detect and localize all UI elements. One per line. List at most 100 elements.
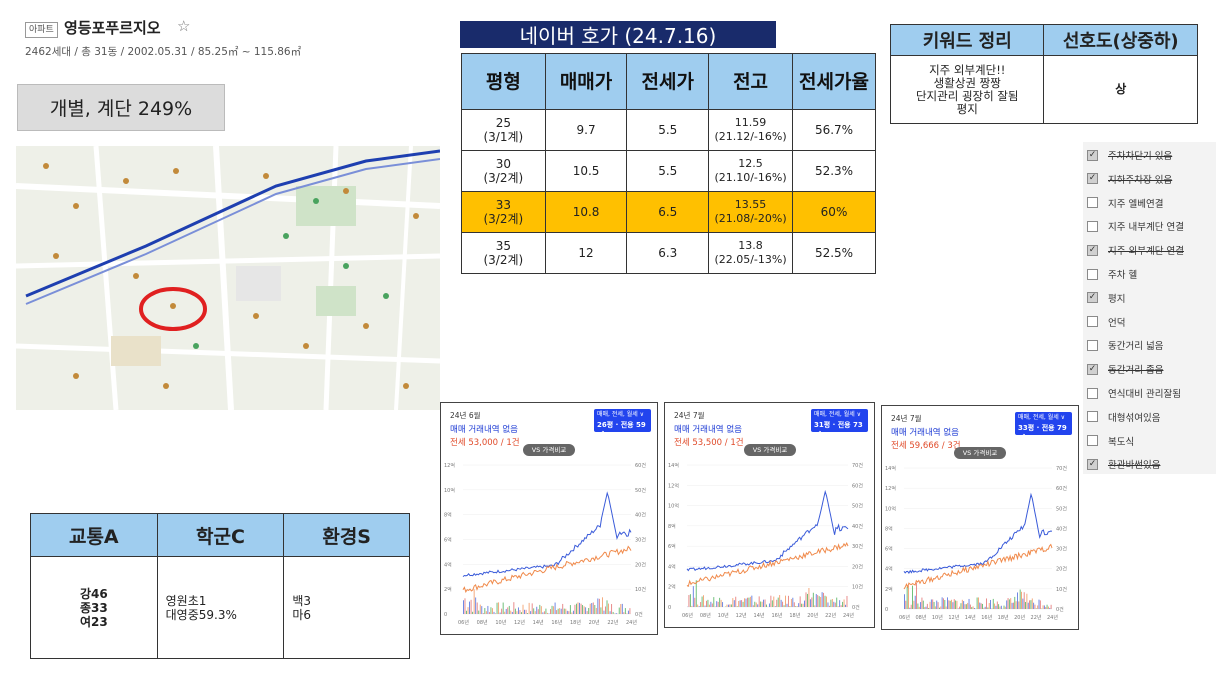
y-tick-right: 70건 (852, 462, 863, 469)
chart-rent-summary: 전세 53,500 / 1건 (674, 438, 744, 448)
checklist-label: 환관바썬있음 (1108, 460, 1161, 472)
price-trend-chart: 12억 10억 8억 6억 4억 2억 0 60건 50건 40건 30건 20건 10건 0건 06년 08… (444, 462, 646, 626)
filter-types: 매매, 전세, 월세 ∨ (597, 411, 645, 418)
complex-name[interactable]: 영등포푸르지오 (64, 19, 161, 37)
y-tick-right: 30건 (852, 543, 863, 550)
price-chart-panel-31: 24년 7월 매매 거래내역 없음 전세 53,500 / 1건 매매, 전세, 월세… (664, 402, 875, 628)
x-tick: 10년 (718, 612, 729, 619)
checkbox-unchecked[interactable] (1087, 268, 1098, 280)
table-row: 35 (3/2계) 12 6.3 13.8 (22.05/-13%) 52.5% (461, 232, 876, 274)
transport-header: 교통A (30, 513, 158, 557)
checkbox-unchecked[interactable] (1087, 411, 1098, 423)
checkbox-unchecked[interactable] (1087, 220, 1098, 232)
checklist-item[interactable]: 지주 엘베연결 (1087, 194, 1163, 212)
sale-value: 9.7 (544, 109, 628, 151)
checklist-label: 복도식 (1108, 436, 1135, 448)
checklist-label: 주차차단기 있음 (1108, 151, 1173, 162)
checkbox-unchecked[interactable] (1087, 387, 1098, 399)
chart-filter-button[interactable]: 매매, 전세, 월세 ∨ 26평 · 전용 59㎡ (594, 409, 651, 439)
table-row: 30 (3/2계) 10.5 5.5 12.5 (21.10/-16%) 52.3% (461, 150, 876, 192)
sale-value: 10.8 (544, 191, 628, 233)
checkbox-checked[interactable]: ✓ (1087, 363, 1098, 375)
checklist-label: 동간거리 좁음 (1108, 365, 1164, 377)
checklist-label: 동간거리 넓음 (1108, 341, 1164, 353)
chart-month: 24년 6월 (450, 411, 481, 420)
y-tick-left: 2억 (444, 586, 452, 593)
jeonse-value: 5.5 (626, 150, 710, 192)
rent-price-line (686, 542, 849, 587)
map-highlight-circle (139, 287, 207, 331)
x-tick: 06년 (458, 619, 469, 626)
x-tick: 12년 (514, 619, 525, 626)
checklist-item[interactable]: ✓ 지하주차장 있음 (1087, 170, 1172, 188)
checkbox-unchecked[interactable] (1087, 197, 1098, 209)
map-graphic (16, 146, 440, 410)
environment-line: 마6 (292, 607, 312, 622)
location-map[interactable] (16, 146, 440, 410)
checkbox-checked[interactable]: ✓ (1087, 149, 1098, 161)
high-sub: (21.08/-20%) (714, 212, 787, 225)
x-tick: 24년 (843, 612, 854, 619)
preference-value: 상 (1043, 55, 1198, 124)
checklist-item[interactable]: 동간거리 넓음 (1087, 336, 1163, 354)
environment-cell: 백3 마6 (283, 556, 410, 659)
checkbox-checked[interactable]: ✓ (1087, 458, 1098, 470)
checklist-item[interactable]: 복도식 (1087, 432, 1134, 450)
checklist-item[interactable]: ✓ 주차차단기 있음 (1087, 146, 1172, 164)
checklist-item[interactable]: 대형섞여있음 (1087, 408, 1160, 426)
y-tick-left: 8억 (444, 512, 452, 519)
checklist-label: 대형섞여있음 (1108, 412, 1161, 424)
compare-button[interactable]: VS 가격비교 (954, 447, 1006, 459)
y-tick-left: 10억 (885, 505, 896, 512)
rent-price-line (462, 545, 632, 593)
school-header: 학군C (156, 513, 285, 557)
checklist-item[interactable]: ✓ 환관바썬있음 (1087, 455, 1160, 473)
checklist-item[interactable]: ✓ 동간거리 좁음 (1087, 360, 1163, 378)
checkbox-unchecked[interactable] (1087, 339, 1098, 351)
col-header-sale: 매매가 (544, 53, 628, 110)
checkbox-unchecked[interactable] (1087, 435, 1098, 447)
high-value: 11.59 (734, 116, 767, 129)
table-row: 25 (3/1계) 9.7 5.5 11.59 (21.12/-16%) 56.7% (461, 109, 876, 151)
filter-size: 33평 · 전용 79㎡ (1018, 424, 1067, 442)
x-tick: 22년 (607, 619, 618, 626)
checklist-item[interactable]: ✓ 지주 외부계단 연결 (1087, 241, 1184, 259)
checklist-item[interactable]: 지주 내부계단 연결 (1087, 217, 1184, 235)
x-tick: 24년 (1047, 614, 1058, 621)
preference-header: 선호도(상중하) (1043, 24, 1198, 56)
chart-filter-button[interactable]: 매매, 전세, 월세 ∨ 31평 · 전용 73㎡ (811, 409, 868, 439)
filter-size: 31평 · 전용 73㎡ (814, 421, 863, 439)
checkbox-checked[interactable]: ✓ (1087, 173, 1098, 185)
filter-size: 26평 · 전용 59㎡ (597, 421, 646, 439)
checkbox-unchecked[interactable] (1087, 316, 1098, 328)
compare-button[interactable]: VS 가격비교 (744, 444, 796, 456)
x-tick: 08년 (477, 619, 488, 626)
col-header-type: 평형 (461, 53, 546, 110)
school-line: 대영중59.3% (165, 607, 237, 622)
school-line: 영원초1 (165, 593, 207, 608)
checklist-item[interactable]: ✓ 평지 (1087, 289, 1125, 307)
checkbox-checked[interactable]: ✓ (1087, 292, 1098, 304)
school-cell: 영원초1 대영중59.3% (156, 556, 285, 659)
rent-price-line (903, 543, 1053, 590)
compare-button[interactable]: VS 가격비교 (523, 444, 575, 456)
type-value: 33 (495, 198, 511, 212)
y-tick-right: 10건 (852, 584, 863, 591)
favorite-star-icon[interactable]: ☆ (177, 17, 191, 35)
price-chart-panel-26: 24년 6월 매매 거래내역 없음 전세 53,000 / 1건 매매, 전세, 월세… (440, 402, 658, 635)
x-tick: 18년 (789, 612, 800, 619)
checkbox-checked[interactable]: ✓ (1087, 244, 1098, 256)
checklist-item[interactable]: 연식대비 관리잘됨 (1087, 384, 1181, 402)
x-tick: 08년 (915, 614, 926, 621)
x-tick: 14년 (965, 614, 976, 621)
jeonse-value: 6.5 (626, 191, 710, 233)
ratio-value: 52.5% (792, 232, 876, 274)
checklist-item[interactable]: 언덕 (1087, 313, 1125, 331)
checklist-item[interactable]: 주차 헬 (1087, 265, 1137, 283)
y-tick-right: 70건 (1056, 465, 1067, 472)
x-tick: 06년 (899, 614, 910, 621)
transport-line: 종33 (79, 600, 108, 615)
price-trend-chart: 14억 12억 10억 8억 6억 4억 2억 0 70건 60건 50건 40건 30건 20건 10건 0… (668, 462, 863, 619)
keyword-header: 키워드 정리 (889, 24, 1045, 56)
chart-filter-button[interactable]: 매매, 전세, 월세 ∨ 33평 · 전용 79㎡ (1015, 412, 1072, 442)
